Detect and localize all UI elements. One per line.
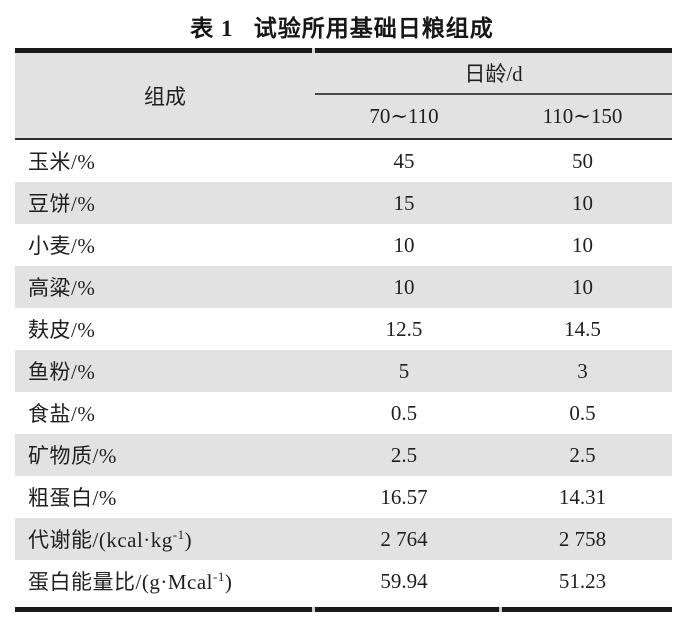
row-label-text: ) <box>184 528 193 552</box>
table-row: 代谢能/(kcal·kg-1) 2 764 2 758 <box>15 518 672 560</box>
value-cell: 10 <box>393 232 415 257</box>
row-label: 食盐/% <box>28 402 96 426</box>
superscript: -1 <box>212 569 225 584</box>
value-cell: 16.57 <box>380 484 428 509</box>
composition-column-header: 组成 <box>15 53 315 140</box>
table-row: 粗蛋白/% 16.57 14.31 <box>15 476 672 518</box>
value-cell: 51.23 <box>558 568 607 593</box>
value-cell: 14.5 <box>564 316 601 341</box>
row-label: 高粱/% <box>28 276 96 300</box>
diet-table: 组成 日龄/d 70∼110 110∼150 玉米/% 45 50 豆饼/% 1… <box>15 53 672 602</box>
table-row: 麸皮/% 12.5 14.5 <box>15 308 672 350</box>
value-cell: 50 <box>572 148 593 173</box>
row-label: 粗蛋白/% <box>28 486 117 510</box>
table-row: 蛋白能量比/(g·Mcal-1) 59.94 51.23 <box>15 560 672 602</box>
superscript: -1 <box>172 527 185 542</box>
table-row: 小麦/% 10 10 <box>15 224 672 266</box>
value-cell: 5 <box>398 358 410 383</box>
row-label: 小麦/% <box>28 234 96 258</box>
age-column-header-1: 70∼110 <box>315 94 493 140</box>
row-label-text: 代谢能/(kcal·kg <box>28 528 173 552</box>
row-label: 豆饼/% <box>28 192 96 216</box>
row-label: 代谢能/(kcal·kg-1) <box>15 518 315 560</box>
value-cell: 10 <box>572 232 593 257</box>
table-body: 玉米/% 45 50 豆饼/% 15 10 小麦/% 10 10 高粱/% 10 <box>15 139 672 602</box>
value-cell: 14.31 <box>558 484 607 509</box>
row-label: 蛋白能量比/(g·Mcal-1) <box>15 560 315 602</box>
border-notch <box>312 607 315 612</box>
value-cell: 10 <box>572 274 593 299</box>
value-cell: 15 <box>393 190 415 215</box>
header-row-group: 组成 日龄/d <box>15 53 672 140</box>
age-column-header-2: 110∼150 <box>493 94 672 140</box>
value-cell: 10 <box>572 190 593 215</box>
row-label: 麸皮/% <box>28 318 96 342</box>
diet-composition-table: 组成 日龄/d 70∼110 110∼150 玉米/% 45 50 豆饼/% 1… <box>15 48 672 612</box>
value-cell: 59.94 <box>380 568 428 593</box>
value-cell: 2.5 <box>390 442 418 467</box>
value-cell: 10 <box>393 274 415 299</box>
header-row-ages: 70∼110 110∼150 <box>15 94 672 140</box>
value-cell: 3 <box>577 358 588 383</box>
row-label-text: 蛋白能量比/(g·Mcal <box>28 570 213 594</box>
value-cell: 2.5 <box>569 442 596 467</box>
table-row: 玉米/% 45 50 <box>15 139 672 182</box>
value-cell: 2 758 <box>558 526 607 551</box>
table-row: 豆饼/% 15 10 <box>15 182 672 224</box>
value-cell: 45 <box>393 148 415 173</box>
value-cell: 2 764 <box>380 526 428 551</box>
row-label: 矿物质/% <box>28 444 117 468</box>
table-row: 矿物质/% 2.5 2.5 <box>15 434 672 476</box>
table-title: 表 1 试验所用基础日粮组成 <box>190 16 494 41</box>
row-label: 鱼粉/% <box>28 360 96 384</box>
table-row: 高粱/% 10 10 <box>15 266 672 308</box>
border-notch <box>499 607 502 612</box>
border-notch <box>312 48 315 53</box>
value-cell: 0.5 <box>390 400 418 425</box>
row-label: 玉米/% <box>28 150 96 174</box>
table-row: 食盐/% 0.5 0.5 <box>15 392 672 434</box>
value-cell: 0.5 <box>569 400 596 425</box>
row-label-text: ) <box>224 570 233 594</box>
table-row: 鱼粉/% 5 3 <box>15 350 672 392</box>
table-header: 组成 日龄/d 70∼110 110∼150 <box>15 53 672 140</box>
age-group-header: 日龄/d <box>315 53 672 95</box>
value-cell: 12.5 <box>385 316 423 341</box>
